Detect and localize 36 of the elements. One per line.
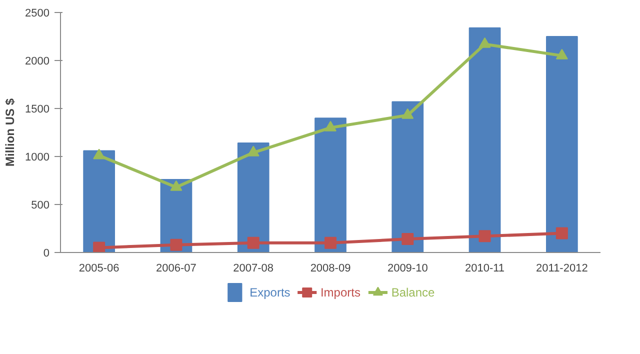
bar xyxy=(546,36,578,252)
x-tick-label: 2006-07 xyxy=(156,262,196,274)
y-tick-label: 2500 xyxy=(25,8,50,20)
point xyxy=(478,37,491,48)
point xyxy=(556,227,568,240)
bar xyxy=(83,150,115,252)
x-tick-label: 2011-2012 xyxy=(536,262,588,274)
bar xyxy=(392,101,424,252)
x-tick-label: 2007-08 xyxy=(233,262,274,274)
bar xyxy=(314,118,346,252)
x-tick-label: 2005-06 xyxy=(78,262,120,274)
y-tick-label: 2000 xyxy=(25,56,50,68)
point xyxy=(478,230,491,242)
point xyxy=(402,108,414,119)
y-axis-title: Million US $ xyxy=(3,98,18,166)
x-tick-label: 2010-11 xyxy=(465,262,505,274)
legend-label: Balance xyxy=(391,286,436,300)
legend-label: Imports xyxy=(320,286,360,300)
point xyxy=(93,242,106,252)
point xyxy=(170,238,182,251)
x-tick-label: 2008-09 xyxy=(310,262,351,274)
point xyxy=(93,148,106,160)
y-tick-label: 1000 xyxy=(25,152,50,164)
y-tick-label: 500 xyxy=(31,200,50,212)
legend-label: Exports xyxy=(250,286,290,300)
point xyxy=(247,146,260,156)
point xyxy=(402,233,414,246)
point xyxy=(324,120,336,132)
point xyxy=(556,48,568,60)
point xyxy=(247,236,260,249)
x-tick-label: 2009-10 xyxy=(387,262,428,274)
bar xyxy=(468,27,501,252)
y-tick-label: 0 xyxy=(43,248,50,260)
point xyxy=(324,236,336,249)
point xyxy=(170,180,182,191)
y-tick-label: 1500 xyxy=(25,104,50,116)
